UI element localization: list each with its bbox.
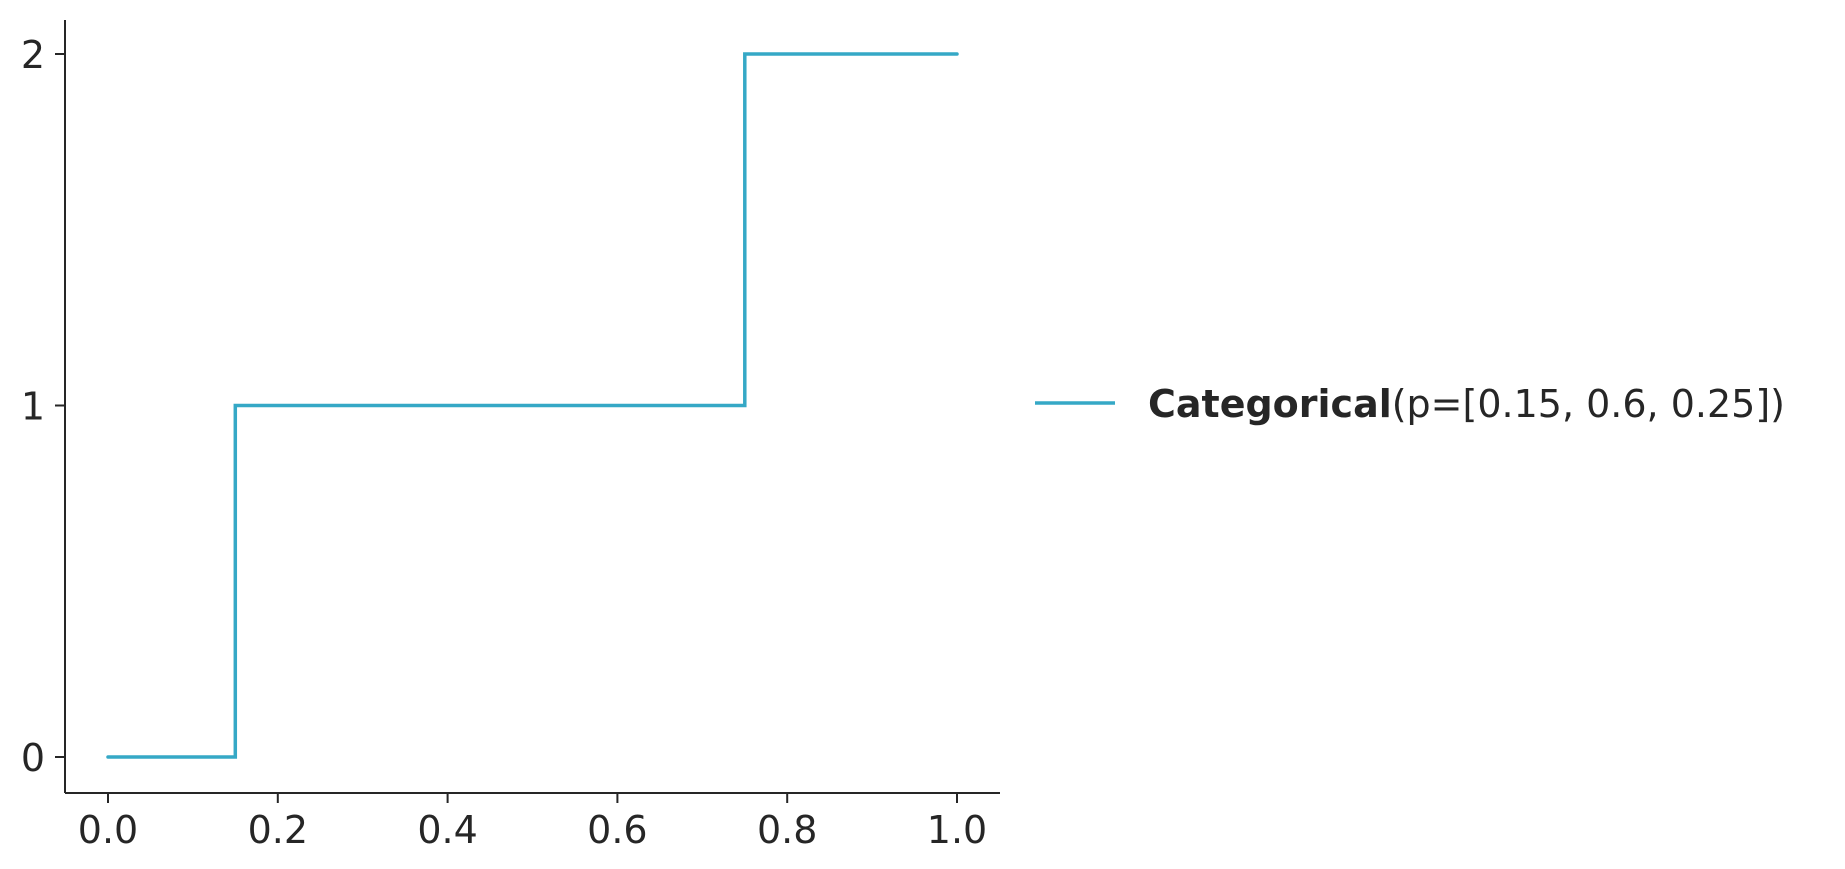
axes: 0.0 0.2 0.4 0.6 0.8 1.0 0 1 2	[21, 20, 1000, 852]
y-tick-label: 1	[21, 385, 45, 429]
legend: Categorical(p=[0.15, 0.6, 0.25])	[1035, 382, 1785, 426]
x-tick-label: 0.4	[417, 808, 477, 852]
y-ticks: 0 1 2	[21, 33, 65, 780]
x-tick-label: 1.0	[927, 808, 987, 852]
legend-label-bold: Categorical	[1148, 382, 1392, 426]
x-tick-label: 0.0	[78, 808, 138, 852]
x-tick-label: 0.6	[587, 808, 647, 852]
y-tick-label: 2	[21, 33, 45, 77]
x-tick-label: 0.2	[248, 808, 308, 852]
x-ticks: 0.0 0.2 0.4 0.6 0.8 1.0	[78, 793, 987, 852]
x-tick-label: 0.8	[757, 808, 817, 852]
legend-label: Categorical(p=[0.15, 0.6, 0.25])	[1148, 382, 1785, 426]
series-line	[106, 52, 959, 759]
plot-area	[106, 52, 959, 759]
y-tick-label: 0	[21, 736, 45, 780]
legend-label-rest: (p=[0.15, 0.6, 0.25])	[1392, 382, 1785, 426]
